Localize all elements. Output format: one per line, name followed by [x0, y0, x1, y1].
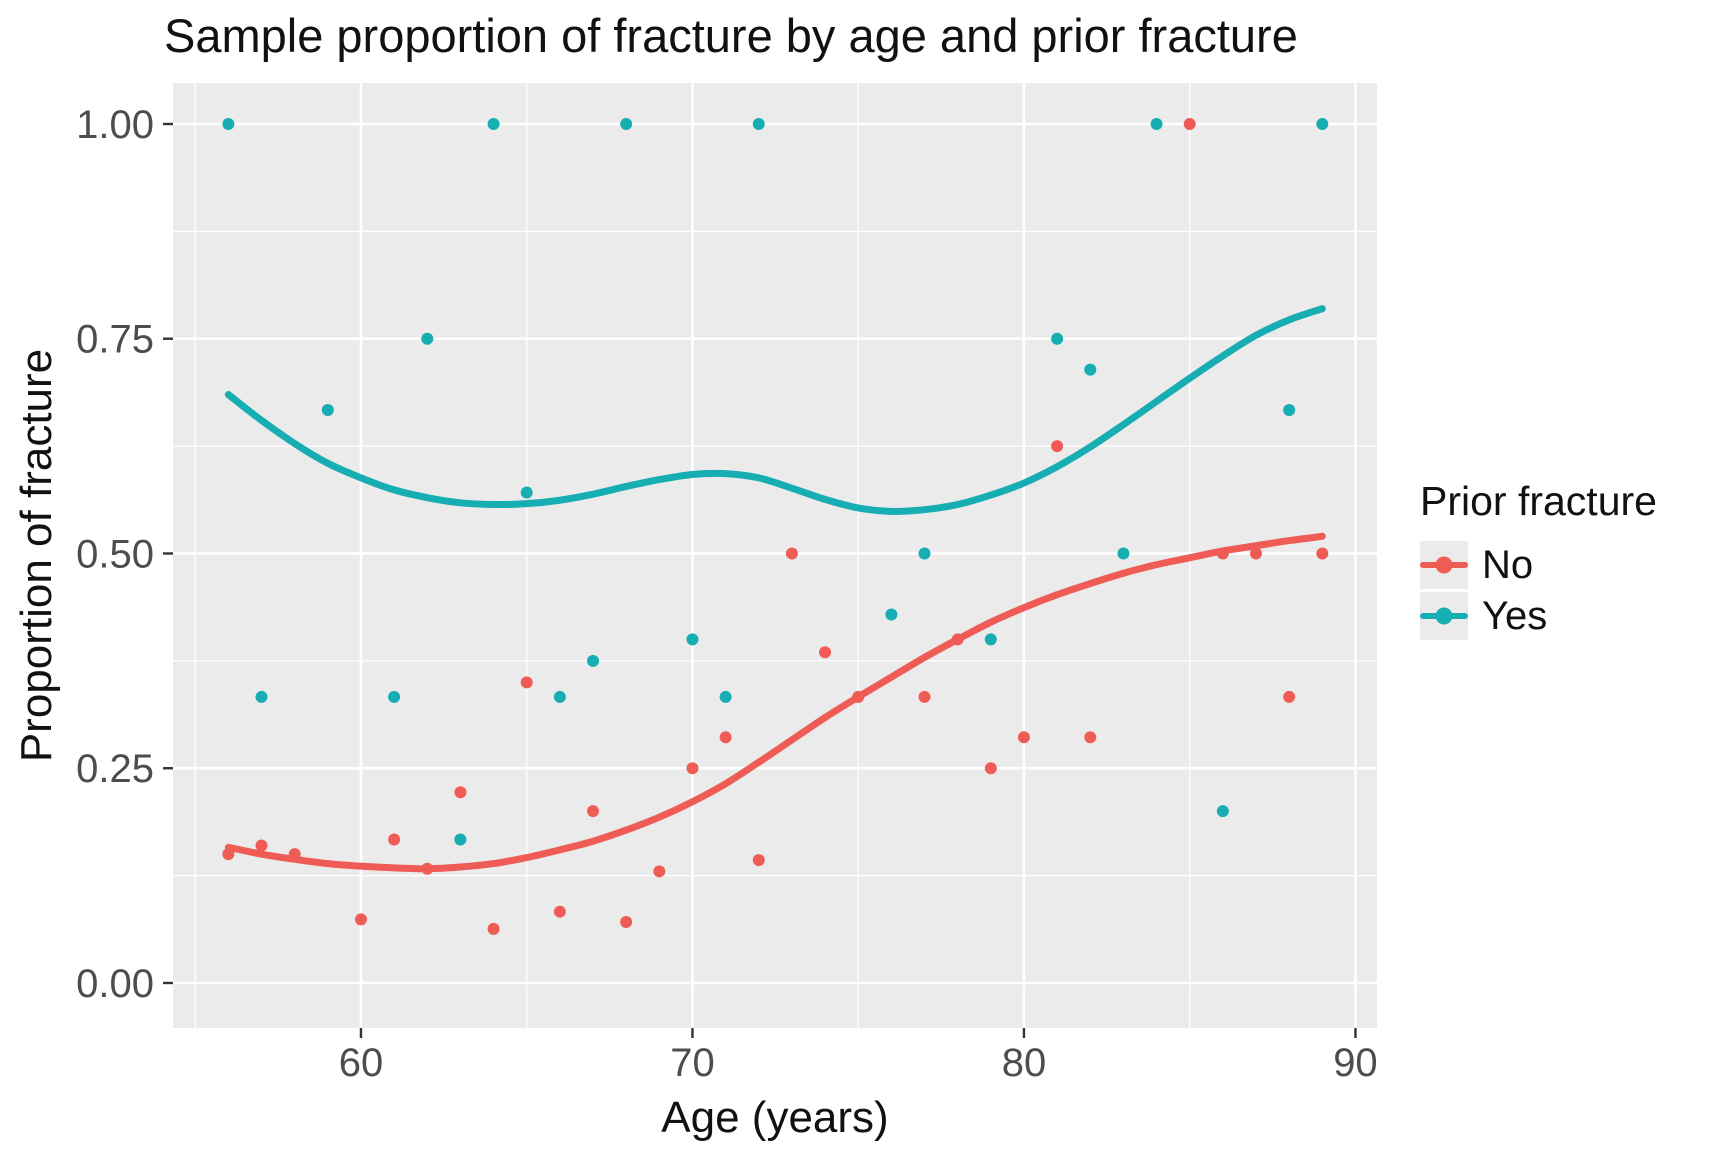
x-tick-label: 60: [339, 1041, 384, 1085]
data-point-no: [653, 865, 666, 878]
data-point-yes: [620, 117, 633, 130]
data-point-yes: [255, 690, 268, 703]
legend-entry-no: No: [1420, 541, 1657, 589]
data-point-no: [454, 786, 467, 799]
y-tick-label: 0.50: [76, 532, 154, 576]
data-point-yes: [719, 690, 732, 703]
y-tick-label: 0.75: [76, 318, 154, 362]
data-point-no: [553, 905, 566, 918]
x-tick-label: 80: [1002, 1041, 1047, 1085]
data-point-yes: [752, 117, 765, 130]
data-point-no: [1084, 731, 1097, 744]
data-point-no: [1183, 117, 1196, 130]
data-point-no: [222, 848, 235, 861]
data-point-no: [951, 633, 964, 646]
data-point-no: [852, 690, 865, 703]
data-point-yes: [885, 608, 898, 621]
data-point-yes: [1084, 363, 1097, 376]
data-point-yes: [321, 404, 334, 417]
chart-title: Sample proportion of fracture by age and…: [164, 9, 1298, 62]
data-point-no: [1216, 547, 1229, 560]
data-point-no: [288, 848, 301, 861]
legend-entry-label: No: [1482, 542, 1534, 587]
legend-swatch-icon: [1420, 556, 1468, 574]
legend-key-swatch: [1420, 592, 1468, 640]
legend-entry-label: Yes: [1482, 593, 1548, 638]
data-point-no: [421, 862, 434, 875]
data-point-no: [255, 839, 268, 852]
legend-entry-yes: Yes: [1420, 592, 1657, 640]
x-tick-label: 90: [1333, 1041, 1378, 1085]
data-point-no: [719, 731, 732, 744]
data-point-yes: [686, 633, 699, 646]
data-point-yes: [587, 654, 600, 667]
data-point-no: [620, 915, 633, 928]
data-point-no: [918, 690, 931, 703]
data-point-yes: [222, 117, 235, 130]
data-point-yes: [520, 486, 533, 499]
data-point-no: [1283, 690, 1296, 703]
data-point-no: [520, 676, 533, 689]
y-tick-label: 0.00: [76, 962, 154, 1006]
data-point-no: [388, 833, 401, 846]
y-tick-label: 0.25: [76, 747, 154, 791]
smooth-line-no: [224, 532, 1326, 873]
data-point-yes: [454, 833, 467, 846]
data-point-no: [1316, 547, 1329, 560]
data-point-yes: [421, 332, 434, 345]
y-axis-title: Proportion of fracture: [12, 348, 61, 763]
data-point-yes: [487, 117, 500, 130]
data-point-no: [984, 762, 997, 775]
x-tick-label: 70: [670, 1041, 715, 1085]
data-point-yes: [1316, 117, 1329, 130]
legend-title: Prior fracture: [1420, 478, 1657, 524]
data-point-no: [487, 922, 500, 935]
data-point-no: [1051, 440, 1064, 453]
data-point-no: [785, 547, 798, 560]
data-point-no: [752, 854, 765, 867]
data-point-yes: [388, 690, 401, 703]
data-point-yes: [984, 633, 997, 646]
y-tick-label: 1.00: [76, 103, 154, 147]
data-point-yes: [553, 690, 566, 703]
data-point-yes: [1051, 332, 1064, 345]
legend-entries: No Yes: [1420, 541, 1657, 640]
data-point-no: [587, 805, 600, 818]
smooth-line-yes: [224, 305, 1326, 515]
x-axis-title: Age (years): [661, 1093, 889, 1142]
data-point-yes: [1216, 805, 1229, 818]
data-point-no: [354, 913, 367, 926]
data-point-no: [1250, 547, 1263, 560]
legend-swatch-icon: [1420, 607, 1468, 625]
legend: Prior fracture No Yes: [1420, 478, 1657, 643]
data-point-yes: [1117, 547, 1130, 560]
data-point-no: [819, 646, 832, 659]
data-point-yes: [918, 547, 931, 560]
data-point-yes: [1283, 404, 1296, 417]
data-point-yes: [1150, 117, 1163, 130]
legend-key-swatch: [1420, 541, 1468, 589]
panel-background: [173, 83, 1377, 1028]
data-point-no: [1017, 731, 1030, 744]
data-point-no: [686, 762, 699, 775]
